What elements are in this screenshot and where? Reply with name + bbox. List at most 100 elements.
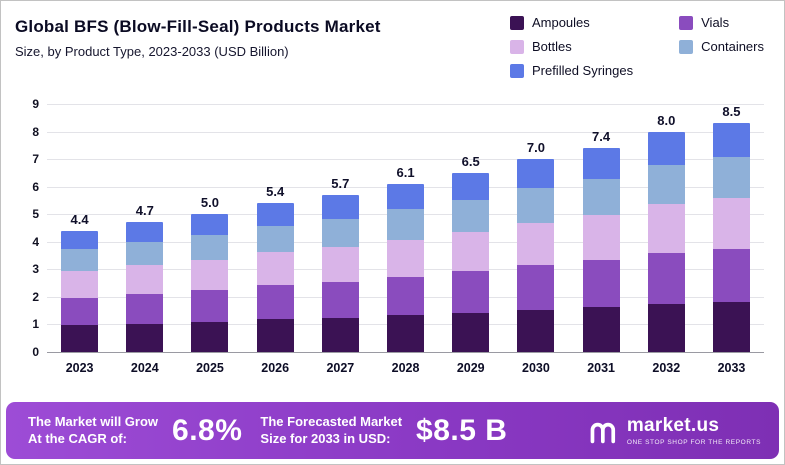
legend-swatch [509,39,524,54]
bar-segment-bottles [712,198,750,249]
x-axis: 2023 2024 2025 2026 2027 2028 2029 2030 2031 2032… [47,361,764,375]
stacked-bar-chart: 0 1 2 3 4 5 6 7 8 9 4.4 4.7 5.0 5.4 5.7 6.1 6.5 7.0 7.4 8.… [15,97,770,375]
legend-swatch [509,15,524,30]
forecast-label-line2: Size for 2033 in USD: [260,430,391,446]
bar-segment-vials [321,281,359,318]
y-tick-label: 5 [32,207,39,222]
legend-item-ampoules: Ampoules [509,15,633,30]
bar-segment-containers [647,164,685,205]
bar-group-2031: 7.4 [569,104,634,352]
bar-group-2026: 5.4 [243,104,308,352]
bar-total-label: 5.4 [266,184,285,200]
bar-segment-ampoules [256,319,294,352]
logo-text-block: market.us One Stop Shop For The Reports [627,415,761,446]
stacked-bar [256,203,294,352]
bar-segment-prefilled-syringes [647,131,685,165]
bar-segment-vials [191,290,229,322]
bars: 4.4 4.7 5.0 5.4 5.7 6.1 6.5 7.0 7.4 8.0 8.5 [47,104,764,352]
stacked-bar [452,173,490,352]
x-tick-label: 2026 [261,361,290,375]
bar-total-label: 8.0 [657,112,676,128]
bar-segment-vials [582,260,620,308]
y-tick-label: 7 [32,152,39,167]
bar-segment-prefilled-syringes [191,214,229,235]
title-block: Global BFS (Blow-Fill-Seal) Products Mar… [15,11,381,59]
cagr-label-line2: At the CAGR of: [28,430,127,446]
bar-segment-prefilled-syringes [712,123,750,158]
y-tick-label: 9 [32,97,39,111]
legend-label: Ampoules [531,15,590,30]
bar-segment-vials [61,297,99,326]
legend-label: Prefilled Syringes [531,63,634,78]
legend-label: Containers [701,39,764,54]
bar-group-2024: 4.7 [112,104,177,352]
bar-group-2027: 5.7 [308,104,373,352]
bar-segment-vials [517,265,555,310]
cagr-value: 6.8% [172,413,243,447]
bar-segment-containers [387,209,425,240]
legend-item-prefilled-syringes: Prefilled Syringes [509,63,634,78]
bar-segment-bottles [517,222,555,266]
bar-total-label: 6.1 [396,164,415,180]
bar-group-2023: 4.4 [47,104,112,352]
stacked-bar [387,183,425,352]
bar-segment-containers [191,234,229,260]
x-axis-baseline [47,352,764,353]
bar-segment-prefilled-syringes [61,230,99,250]
bar-segment-prefilled-syringes [582,148,620,179]
bar-segment-bottles [582,215,620,261]
forecast-label: The Forecasted Market Size for 2033 in U… [260,414,402,447]
bar-segment-bottles [126,265,164,294]
brand-logo: market.us One Stop Shop For The Reports [589,415,761,446]
stacked-bar [582,148,620,352]
bar-segment-containers [126,242,164,266]
logo-wordmark: market.us [626,415,720,436]
x-tick-label: 2025 [196,361,224,375]
bar-group-2033: 8.5 [699,104,764,352]
market-us-logo-icon [590,422,615,443]
y-tick-label: 6 [32,179,39,194]
legend-item-containers: Containers [679,39,764,54]
bar-segment-bottles [321,247,359,282]
bar-segment-ampoules [321,317,359,352]
bar-segment-bottles [191,259,229,291]
bar-total-label: 7.0 [526,140,545,156]
bar-segment-containers [517,188,555,223]
header: Global BFS (Blow-Fill-Seal) Products Mar… [15,11,770,78]
y-tick-label: 1 [32,317,39,332]
bar-segment-prefilled-syringes [452,173,490,200]
legend-swatch [679,39,694,54]
bar-segment-prefilled-syringes [321,195,359,219]
bar-segment-bottles [452,231,490,272]
bar-segment-ampoules [387,315,425,352]
bar-segment-vials [126,293,164,324]
stacked-bar [712,123,750,352]
legend-item-vials: Vials [679,15,764,30]
footer-banner: The Market will Grow At the CAGR of: 6.8… [6,402,779,459]
page-title: Global BFS (Blow-Fill-Seal) Products Mar… [15,17,381,36]
bar-segment-vials [452,271,490,313]
legend-swatch [679,15,694,30]
bar-segment-bottles [256,252,294,286]
y-tick-label: 4 [32,234,39,249]
bar-segment-containers [321,218,359,248]
x-tick-label: 2027 [326,361,355,375]
legend-label: Bottles [531,39,572,54]
gridline [47,104,764,105]
legend-item-bottles: Bottles [509,39,633,54]
x-tick-label: 2029 [456,361,485,375]
legend-label: Vials [701,15,730,30]
bar-total-label: 6.5 [461,154,480,170]
bar-total-label: 4.7 [135,203,154,219]
bar-segment-ampoules [61,325,99,352]
x-tick-label: 2023 [65,361,94,375]
bar-segment-bottles [61,270,99,298]
bar-segment-vials [647,252,685,304]
bar-segment-prefilled-syringes [387,183,425,210]
bar-segment-ampoules [582,307,620,352]
bar-segment-ampoules [517,309,555,352]
forecast-value: $8.5 B [416,413,508,447]
logo-tagline: One Stop Shop For The Reports [626,439,761,446]
gridline [47,131,764,133]
